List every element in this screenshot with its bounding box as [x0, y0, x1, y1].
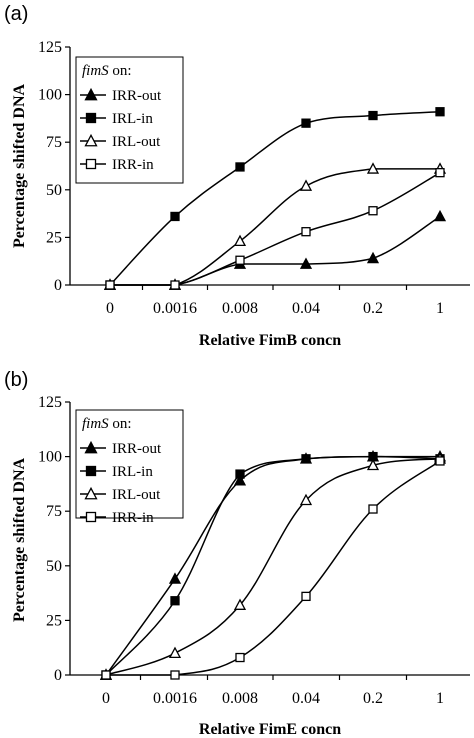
- data-point: [235, 255, 245, 265]
- data-point: [299, 179, 313, 191]
- legend: fimS on: IRR-out IRL-in IRL-out IRR-in: [75, 409, 184, 526]
- legend-entry-label: IRR-out: [112, 441, 162, 457]
- legend-title: fimS on:: [82, 416, 132, 432]
- legend-entry-label: IRL-in: [112, 111, 153, 127]
- data-point: [299, 493, 313, 506]
- x-tick-label: 0.04: [292, 300, 320, 317]
- data-point: [170, 280, 180, 290]
- x-tick-label: 1: [436, 690, 444, 707]
- y-tick-label: 25: [46, 229, 62, 246]
- x-tick-label: 1: [436, 300, 444, 317]
- x-tick-label: 0.008: [222, 300, 258, 317]
- data-point: [366, 251, 380, 264]
- data-point: [233, 598, 247, 610]
- legend-marker: [84, 133, 98, 147]
- data-point: [301, 118, 311, 128]
- data-point: [170, 211, 180, 222]
- data-point: [101, 670, 111, 680]
- y-tick-label: 125: [38, 39, 62, 56]
- legend-marker: [85, 158, 97, 170]
- data-point: [435, 168, 445, 178]
- data-point: [368, 110, 378, 121]
- x-axis-title: Relative FimE concn: [199, 721, 341, 738]
- y-tick-label: 100: [38, 449, 62, 466]
- series-irr-in: [101, 456, 445, 680]
- y-tick-label: 100: [38, 87, 62, 104]
- y-tick-label: 75: [46, 503, 62, 520]
- data-point: [301, 591, 311, 602]
- x-tick-label: 0.04: [292, 690, 320, 707]
- data-point: [170, 670, 180, 680]
- chart-panel-a: (a) 0 25 50 75 100 125 0 0.0016 0.008 0.04 0.2 1 Perc…: [4, 3, 470, 349]
- data-point: [170, 596, 180, 606]
- y-tick-label: 75: [46, 134, 62, 151]
- legend-frame: [75, 409, 184, 519]
- data-point: [233, 474, 247, 486]
- panel-label: (a): [4, 3, 28, 25]
- x-tick-label: 0.0016: [153, 690, 197, 707]
- series-line: [110, 215, 441, 286]
- y-tick-label: 50: [46, 558, 62, 575]
- y-axis-title: Percentage shifted DNA: [11, 458, 28, 623]
- x-tick-label: 0.2: [363, 690, 383, 707]
- data-point: [301, 227, 311, 237]
- chart-panel-b: (b) 0 25 50 75 100 125 0 0.0016 0.008 0.04 0.2 1 Perc…: [4, 369, 470, 738]
- legend-entry-label: IRL-out: [112, 134, 161, 150]
- data-point: [233, 234, 247, 247]
- legend-title: fimS on:: [82, 63, 132, 79]
- legend-entry-label: IRR-out: [112, 88, 162, 104]
- data-point: [299, 257, 313, 269]
- legend-marker: [85, 112, 97, 124]
- legend-marker: [85, 511, 97, 523]
- data-point: [235, 162, 245, 172]
- data-point: [433, 209, 447, 222]
- x-tick-label: 0: [106, 300, 114, 317]
- y-axis-title: Percentage shifted DNA: [11, 84, 28, 249]
- legend-marker: [84, 87, 98, 101]
- legend: fimS on: IRR-out IRL-in IRL-out IRR-in: [75, 56, 184, 184]
- x-tick-label: 0.008: [222, 690, 258, 707]
- legend-marker: [84, 440, 98, 454]
- legend-entry-label: IRL-out: [112, 487, 161, 503]
- x-tick-label: 0.2: [363, 300, 383, 317]
- series-irr-in: [105, 168, 445, 290]
- panel-label: (b): [4, 369, 28, 391]
- data-point: [366, 458, 380, 471]
- data-point: [368, 504, 378, 514]
- data-point: [435, 456, 445, 466]
- legend-entry-label: IRR-in: [112, 510, 154, 526]
- series-irr-out: [103, 209, 447, 290]
- data-point: [105, 280, 115, 290]
- x-tick-label: 0.0016: [153, 300, 197, 317]
- y-tick-label: 125: [38, 394, 62, 411]
- y-tick-label: 50: [46, 182, 62, 199]
- data-point: [368, 206, 378, 216]
- y-tick-label: 25: [46, 612, 62, 629]
- y-tick-label: 0: [54, 667, 62, 684]
- legend-marker: [84, 486, 98, 500]
- legend-entry-label: IRL-in: [112, 464, 153, 480]
- data-point: [168, 646, 182, 659]
- data-point: [366, 162, 380, 174]
- x-axis-title: Relative FimB concn: [199, 332, 341, 349]
- legend-marker: [85, 465, 97, 477]
- x-tick-label: 0: [102, 690, 110, 707]
- legend-entry-label: IRR-in: [112, 157, 154, 173]
- data-point: [235, 469, 245, 479]
- data-point: [235, 652, 245, 663]
- data-point: [301, 454, 311, 464]
- series-line: [110, 168, 441, 286]
- y-tick-label: 0: [54, 277, 62, 294]
- series-line: [110, 172, 441, 286]
- data-point: [168, 572, 182, 584]
- data-point: [435, 107, 445, 117]
